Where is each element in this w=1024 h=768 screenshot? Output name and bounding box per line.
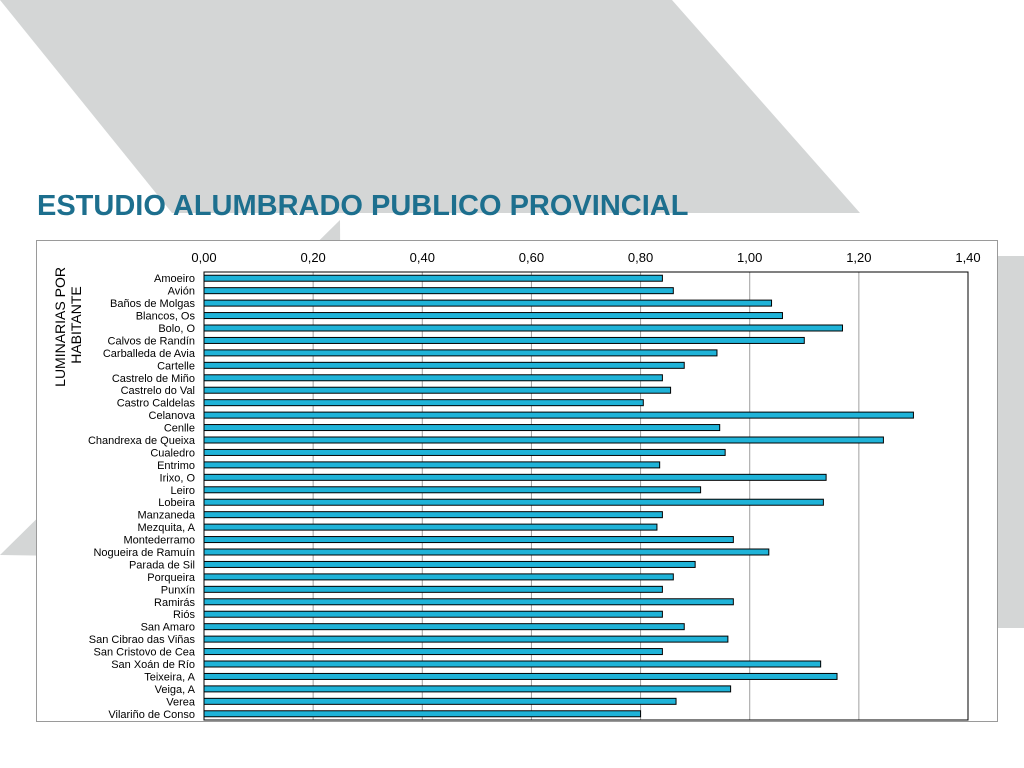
category-label: Castrelo do Val — [121, 385, 195, 397]
bar — [203, 648, 663, 656]
bar — [203, 461, 661, 469]
category-label: Cualedro — [150, 447, 195, 459]
bar — [203, 536, 734, 544]
category-label: Chandrexa de Queixa — [88, 435, 196, 447]
bar — [203, 672, 838, 680]
category-label: Ramirás — [154, 597, 195, 609]
bar — [203, 386, 672, 394]
bar — [203, 548, 770, 556]
bar — [203, 573, 674, 581]
bars — [203, 274, 914, 718]
bar — [203, 585, 663, 593]
bar — [203, 560, 696, 568]
bar — [203, 324, 843, 332]
x-axis-ticks: 0,00 0,20 0,40 0,60 0,80 1,00 1,20 1,40 — [191, 250, 980, 265]
category-label: Riós — [173, 609, 196, 621]
category-label: Calvos de Randín — [108, 335, 195, 347]
bar — [203, 498, 824, 506]
category-label: Castrelo de Miño — [112, 373, 195, 385]
x-tick-label: 0,80 — [628, 250, 653, 265]
bar — [203, 349, 718, 357]
x-tick-label: 0,20 — [300, 250, 325, 265]
bar — [203, 411, 914, 419]
y-axis-title-line-1: LUMINARIAS POR — [52, 267, 68, 387]
category-label: San Cibrao das Viñas — [89, 634, 196, 646]
category-label: Leiro — [171, 485, 195, 497]
category-label: San Cristovo de Cea — [94, 647, 196, 659]
category-label: Carballeda de Avia — [103, 348, 196, 360]
bar — [203, 660, 822, 668]
category-label: San Amaro — [141, 622, 195, 634]
bar — [203, 710, 642, 718]
category-label: Teixeira, A — [144, 671, 195, 683]
bar — [203, 399, 644, 407]
y-axis-title-line-2: HABITANTE — [68, 286, 84, 364]
bar — [203, 336, 805, 344]
bar — [203, 312, 783, 320]
bar — [203, 486, 702, 494]
bar — [203, 448, 726, 456]
y-axis-title: LUMINARIAS POR HABITANTE — [52, 263, 84, 387]
bar — [203, 523, 658, 531]
category-label: Nogueira de Ramuín — [93, 547, 195, 559]
bar — [203, 598, 734, 606]
category-label: Verea — [166, 696, 196, 708]
x-tick-label: 0,60 — [519, 250, 544, 265]
category-label: Vilariño de Conso — [108, 709, 195, 721]
category-label: Avión — [168, 286, 195, 298]
category-label: Cenlle — [164, 423, 195, 435]
bar — [203, 511, 663, 519]
bar — [203, 274, 663, 282]
plot-area-border — [203, 271, 969, 721]
bar — [203, 299, 773, 307]
bar — [203, 610, 663, 618]
x-tick-label: 1,20 — [846, 250, 871, 265]
category-label: Amoeiro — [154, 273, 195, 285]
x-tick-label: 0,40 — [410, 250, 435, 265]
bar — [203, 623, 685, 631]
background-shape-top — [0, 0, 860, 213]
category-label: Blancos, Os — [136, 311, 196, 323]
category-label: Manzaneda — [138, 510, 196, 522]
category-label: San Xoán de Río — [111, 659, 195, 671]
bar-chart: 0,00 0,20 0,40 0,60 0,80 1,00 1,20 1,40 Amoeiro… — [52, 250, 981, 721]
category-label: Montederramo — [123, 535, 195, 547]
x-tick-label: 0,00 — [191, 250, 216, 265]
category-label: Bolo, O — [158, 323, 195, 335]
category-label: Baños de Molgas — [110, 298, 195, 310]
x-tick-label: 1,00 — [737, 250, 762, 265]
category-label: Celanova — [149, 410, 196, 422]
chart-frame: 0,00 0,20 0,40 0,60 0,80 1,00 1,20 1,40 Amoeiro… — [36, 240, 998, 722]
page-title: ESTUDIO ALUMBRADO PUBLICO PROVINCIAL — [37, 190, 689, 222]
bar — [203, 374, 663, 382]
bar — [203, 287, 674, 295]
bar — [203, 436, 884, 444]
category-label: Veiga, A — [155, 684, 196, 696]
bar — [203, 424, 721, 432]
bar — [203, 473, 827, 481]
bar — [203, 361, 685, 369]
category-label: Parada de Sil — [129, 559, 195, 571]
bar — [203, 635, 729, 643]
category-label: Mezquita, A — [138, 522, 196, 534]
category-label: Entrimo — [157, 460, 195, 472]
category-label: Punxín — [161, 584, 195, 596]
category-label: Lobeira — [158, 497, 196, 509]
bar — [203, 685, 732, 693]
category-label: Castro Caldelas — [117, 398, 196, 410]
x-tick-label: 1,40 — [955, 250, 980, 265]
category-label: Porqueira — [147, 572, 196, 584]
category-label: Cartelle — [157, 360, 195, 372]
bar — [203, 697, 677, 705]
category-label: Irixo, O — [160, 472, 196, 484]
